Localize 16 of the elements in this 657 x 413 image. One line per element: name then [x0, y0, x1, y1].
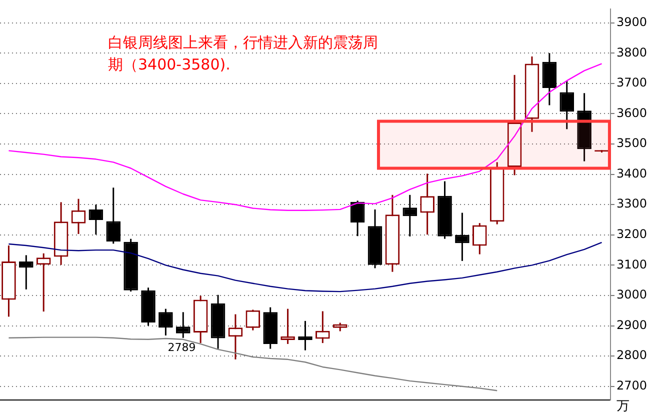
y-tick-label: 3300: [616, 196, 648, 211]
y-tick-label: 3900: [616, 14, 648, 29]
y-tick-label: 3200: [616, 227, 648, 242]
y-tick-label: 3800: [616, 45, 648, 60]
y-tick-label: 3400: [616, 166, 648, 180]
y-tick-label: 2800: [616, 348, 648, 362]
text: 万: [616, 398, 630, 413]
annotation: 白银周线图上来看，行情进入新的震荡周期（3400-3580).: [108, 33, 378, 74]
y-tick-label: 3000: [616, 288, 648, 302]
y-tick-label: 2900: [616, 318, 648, 332]
y-tick-label: 3100: [616, 257, 648, 272]
y-tick-label: 3600: [616, 106, 648, 120]
y-tick-label: 2700: [616, 378, 648, 392]
y-tick-label: 3500: [616, 136, 648, 150]
annotation: 2789: [168, 340, 196, 354]
y-tick-label: 3700: [616, 76, 648, 90]
